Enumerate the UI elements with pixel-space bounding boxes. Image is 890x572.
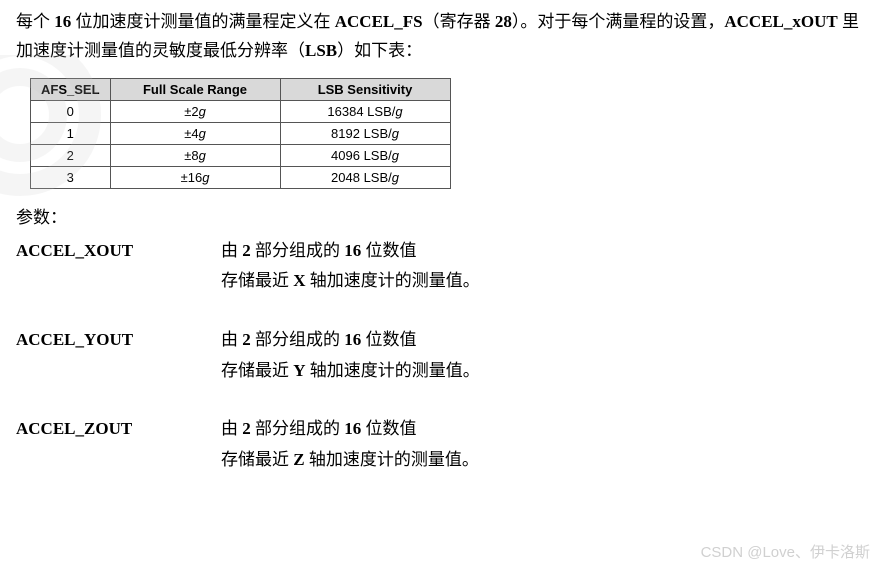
param-block-zout: ACCEL_ZOUT 由 2 部分组成的 16 位数值 存储最近 Z 轴加速度计… bbox=[16, 414, 874, 475]
param-name: ACCEL_YOUT bbox=[16, 325, 221, 386]
param-desc: 由 2 部分组成的 16 位数值 存储最近 Z 轴加速度计的测量值。 bbox=[221, 414, 479, 475]
table-row: 1 ±4g 8192 LSB/g bbox=[31, 122, 451, 144]
param-name: ACCEL_ZOUT bbox=[16, 414, 221, 475]
table-row: 3 ±16g 2048 LSB/g bbox=[31, 166, 451, 188]
table-row: 0 ±2g 16384 LSB/g bbox=[31, 100, 451, 122]
param-desc: 由 2 部分组成的 16 位数值 存储最近 X 轴加速度计的测量值。 bbox=[221, 236, 480, 297]
table-header-row: AFS_SEL Full Scale Range LSB Sensitivity bbox=[31, 78, 451, 100]
table-row: 2 ±8g 4096 LSB/g bbox=[31, 144, 451, 166]
param-block-xout: ACCEL_XOUT 由 2 部分组成的 16 位数值 存储最近 X 轴加速度计… bbox=[16, 236, 874, 297]
sensitivity-table: AFS_SEL Full Scale Range LSB Sensitivity… bbox=[30, 78, 451, 189]
param-block-yout: ACCEL_YOUT 由 2 部分组成的 16 位数值 存储最近 Y 轴加速度计… bbox=[16, 325, 874, 386]
params-label: 参数： bbox=[16, 203, 874, 228]
param-desc: 由 2 部分组成的 16 位数值 存储最近 Y 轴加速度计的测量值。 bbox=[221, 325, 480, 386]
col-header-afs: AFS_SEL bbox=[31, 78, 111, 100]
col-header-lsb: LSB Sensitivity bbox=[280, 78, 450, 100]
param-name: ACCEL_XOUT bbox=[16, 236, 221, 297]
col-header-fsr: Full Scale Range bbox=[110, 78, 280, 100]
intro-paragraph: 每个 16 位加速度计测量值的满量程定义在 ACCEL_FS（寄存器 28）。对… bbox=[16, 8, 874, 66]
footer-watermark: CSDN @Love、伊卡洛斯 bbox=[701, 541, 870, 562]
